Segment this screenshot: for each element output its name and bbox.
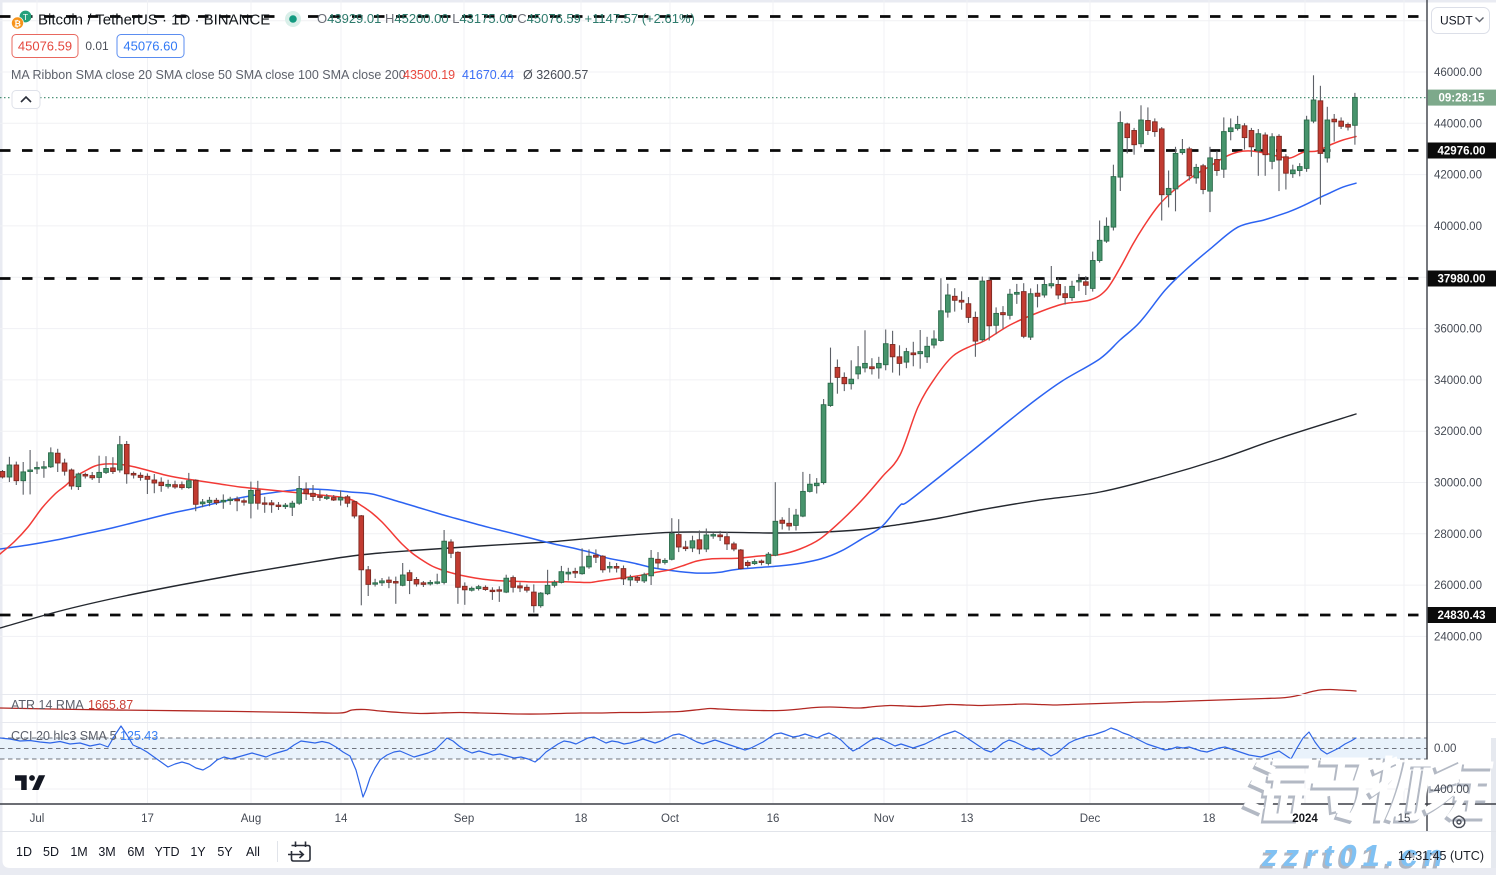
svg-text:2024: 2024 bbox=[1292, 813, 1318, 825]
svg-text:₿: ₿ bbox=[14, 19, 21, 29]
svg-text:24830.43: 24830.43 bbox=[1438, 610, 1486, 622]
svg-text:13: 13 bbox=[961, 813, 974, 825]
svg-text:0.01: 0.01 bbox=[85, 39, 109, 53]
svg-text:18: 18 bbox=[1203, 813, 1216, 825]
svg-text:Jul: Jul bbox=[30, 813, 45, 825]
svg-text:5D: 5D bbox=[43, 845, 59, 859]
svg-text:3M: 3M bbox=[98, 845, 115, 859]
svg-text:Sep: Sep bbox=[454, 813, 474, 825]
svg-text:18: 18 bbox=[575, 813, 588, 825]
svg-text:zzrt01.cn: zzrt01.cn bbox=[1261, 838, 1449, 873]
svg-text:All: All bbox=[246, 845, 260, 859]
svg-text:44000.00: 44000.00 bbox=[1434, 118, 1482, 130]
svg-text:40000.00: 40000.00 bbox=[1434, 221, 1482, 233]
svg-text:43500.19: 43500.19 bbox=[403, 68, 455, 82]
svg-text:36000.00: 36000.00 bbox=[1434, 324, 1482, 336]
svg-text:1Y: 1Y bbox=[190, 845, 206, 859]
svg-text:30000.00: 30000.00 bbox=[1434, 478, 1482, 490]
svg-text:0.00: 0.00 bbox=[1434, 743, 1456, 755]
svg-text:Oct: Oct bbox=[661, 813, 680, 825]
svg-text:Dec: Dec bbox=[1080, 813, 1101, 825]
svg-text:1M: 1M bbox=[70, 845, 87, 859]
svg-text:Aug: Aug bbox=[241, 813, 261, 825]
svg-text:zzrt01.cn: zzrt01.cn bbox=[1259, 841, 1447, 875]
svg-text:15: 15 bbox=[1398, 813, 1411, 825]
svg-text:34000.00: 34000.00 bbox=[1434, 375, 1482, 387]
svg-text:32000.00: 32000.00 bbox=[1434, 426, 1482, 438]
svg-text:Bitcoin / TetherUS · 1D · BINA: Bitcoin / TetherUS · 1D · BINANCE bbox=[38, 12, 270, 29]
svg-text:-400.00: -400.00 bbox=[1430, 784, 1469, 796]
svg-text:Ø 32600.57: Ø 32600.57 bbox=[523, 68, 588, 82]
svg-text:O43929.01 H45200.00 L43175.00: O43929.01 H45200.00 L43175.00 C45076.59 … bbox=[317, 11, 695, 26]
svg-text:14: 14 bbox=[335, 813, 348, 825]
svg-text:42000.00: 42000.00 bbox=[1434, 170, 1482, 182]
svg-text:41670.44: 41670.44 bbox=[462, 68, 514, 82]
svg-text:1D: 1D bbox=[16, 845, 32, 859]
svg-text:09:28:15: 09:28:15 bbox=[1438, 93, 1485, 105]
svg-text:17: 17 bbox=[141, 813, 154, 825]
svg-text:5Y: 5Y bbox=[217, 845, 233, 859]
svg-text:1665.87: 1665.87 bbox=[88, 698, 133, 712]
svg-text:CCI 20 hlc3 SMA 5: CCI 20 hlc3 SMA 5 bbox=[11, 729, 117, 743]
svg-text:MA Ribbon SMA close 20 SMA clo: MA Ribbon SMA close 20 SMA close 50 SMA … bbox=[11, 68, 406, 82]
svg-text:16: 16 bbox=[767, 813, 780, 825]
svg-text:USDT: USDT bbox=[1440, 14, 1473, 28]
svg-text:37980.00: 37980.00 bbox=[1438, 274, 1486, 286]
svg-text:125.43: 125.43 bbox=[120, 729, 158, 743]
svg-text:YTD: YTD bbox=[155, 845, 180, 859]
svg-text:T: T bbox=[23, 12, 28, 22]
svg-text:24000.00: 24000.00 bbox=[1434, 631, 1482, 643]
svg-text:14:31:45 (UTC): 14:31:45 (UTC) bbox=[1398, 849, 1484, 863]
svg-text:6M: 6M bbox=[127, 845, 144, 859]
svg-text:45076.60: 45076.60 bbox=[123, 39, 177, 54]
svg-text:46000.00: 46000.00 bbox=[1434, 67, 1482, 79]
svg-text:ATR 14 RMA: ATR 14 RMA bbox=[11, 698, 84, 712]
svg-text:26000.00: 26000.00 bbox=[1434, 580, 1482, 592]
svg-text:45076.59: 45076.59 bbox=[18, 39, 72, 54]
svg-text:28000.00: 28000.00 bbox=[1434, 529, 1482, 541]
svg-text:Nov: Nov bbox=[874, 813, 895, 825]
svg-text:42976.00: 42976.00 bbox=[1438, 146, 1486, 158]
